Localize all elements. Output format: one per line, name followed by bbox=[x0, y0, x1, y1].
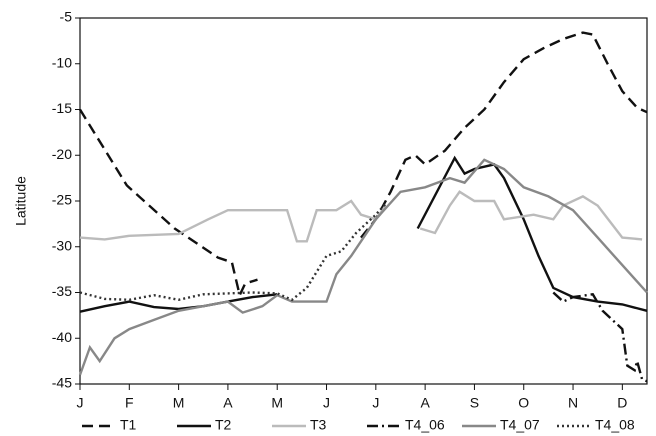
legend-label: T2 bbox=[215, 417, 232, 433]
y-tick-label: -20 bbox=[52, 146, 72, 162]
series-line bbox=[79, 202, 387, 302]
y-tick-label: -40 bbox=[52, 329, 72, 345]
legend-label: T4_06 bbox=[405, 417, 445, 433]
x-tick-label: J bbox=[323, 395, 330, 411]
y-tick-label: -35 bbox=[52, 283, 72, 299]
legend-label: T3 bbox=[310, 417, 327, 433]
series-line bbox=[552, 291, 648, 383]
x-tick-label: S bbox=[470, 395, 479, 411]
y-tick-label: -30 bbox=[52, 237, 72, 253]
legend-label: T4_07 bbox=[500, 417, 540, 433]
series-line bbox=[78, 31, 648, 299]
x-tick-label: J bbox=[372, 395, 379, 411]
legend-label: T1 bbox=[120, 417, 137, 433]
y-tick-label: -10 bbox=[52, 54, 72, 70]
x-tick-label: M bbox=[271, 395, 283, 411]
y-tick-label: -15 bbox=[52, 100, 72, 116]
series-line bbox=[79, 155, 648, 313]
x-tick-label: M bbox=[173, 395, 185, 411]
legend-label: T4_08 bbox=[595, 417, 635, 433]
y-axis-label: Latitude bbox=[13, 176, 29, 226]
x-tick-label: D bbox=[617, 395, 627, 411]
x-tick-label: A bbox=[223, 395, 233, 411]
y-tick-label: -5 bbox=[60, 9, 73, 25]
x-tick-label: A bbox=[420, 395, 430, 411]
series-line bbox=[79, 190, 643, 243]
y-tick-label: -25 bbox=[52, 192, 72, 208]
x-tick-label: F bbox=[125, 395, 134, 411]
plot-frame bbox=[79, 17, 648, 385]
x-tick-label: O bbox=[518, 395, 529, 411]
x-tick-label: J bbox=[77, 395, 84, 411]
y-tick-label: -45 bbox=[52, 375, 72, 391]
x-tick-label: N bbox=[568, 395, 578, 411]
series-line bbox=[78, 158, 648, 376]
